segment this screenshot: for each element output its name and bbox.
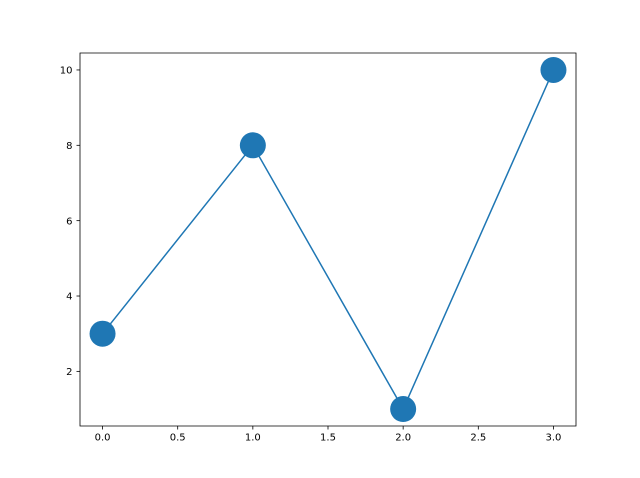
x-tick-label: 2.0 (395, 433, 411, 444)
axes-frame (79, 52, 577, 427)
axes-background (80, 53, 576, 426)
y-tick-label: 10 (60, 66, 73, 77)
data-point-marker (89, 320, 116, 347)
x-tick-label: 1.5 (320, 433, 336, 444)
x-tick-label: 0.5 (170, 433, 186, 444)
x-tick-label: 2.5 (470, 433, 486, 444)
data-point-marker (390, 396, 417, 423)
series-line (101, 69, 555, 410)
data-series-layer (89, 56, 567, 423)
x-tick-label: 1.0 (245, 433, 261, 444)
y-tick-label: 8 (66, 141, 72, 152)
x-axis-ticks (102, 426, 554, 430)
data-point-marker (540, 56, 567, 83)
y-axis-ticks (76, 69, 80, 372)
x-tick-label-group: 0.0 0.5 1.0 1.5 2.0 2.5 3.0 (95, 433, 562, 444)
y-tick-label: 6 (66, 216, 72, 227)
series-markers (89, 56, 567, 423)
y-tick-label: 2 (66, 367, 72, 378)
x-tick-label: 0.0 (95, 433, 111, 444)
y-tick-label: 4 (66, 292, 72, 303)
data-point-marker (239, 132, 266, 159)
axes-spines (79, 52, 577, 427)
x-tick-label: 3.0 (546, 433, 562, 444)
y-tick-label-group: 2 4 6 8 10 (60, 66, 73, 378)
